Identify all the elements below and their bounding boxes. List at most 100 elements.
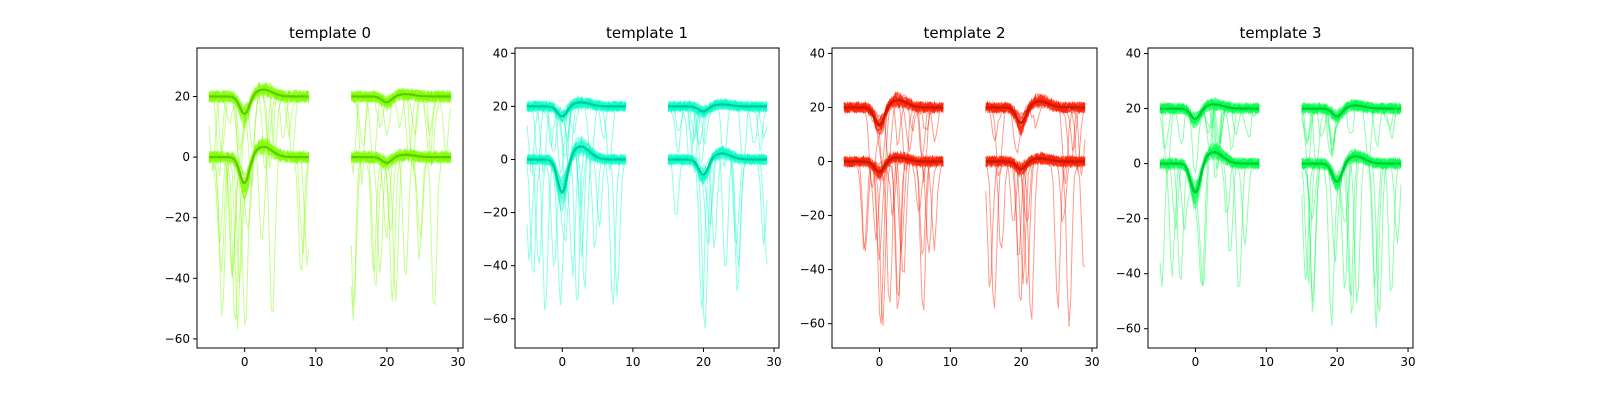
- mean-template-line: [1160, 103, 1260, 121]
- mean-template-line: [351, 153, 451, 165]
- spike-trace: [667, 150, 768, 309]
- spike-trace: [1301, 98, 1402, 153]
- spike-trace: [1159, 145, 1260, 287]
- mean-template-line: [1301, 155, 1401, 184]
- spike-trace: [1301, 99, 1402, 134]
- x-tick-label: 0: [1192, 355, 1200, 369]
- panel-template-2: template 2 0 10 20 30 −60 −40 −20 0 20 40: [800, 24, 1100, 369]
- spike-trace: [1159, 143, 1260, 205]
- y-tick-label: −40: [1116, 267, 1141, 281]
- spike-trace: [1159, 99, 1260, 175]
- spike-trace: [1159, 151, 1260, 186]
- spike-trace: [843, 96, 944, 132]
- spike-trace: [668, 98, 768, 132]
- spike-trace: [667, 99, 768, 118]
- spike-trace: [1301, 100, 1402, 125]
- spike-trace: [1301, 150, 1402, 222]
- spike-trace: [526, 97, 627, 125]
- spike-trace: [208, 140, 310, 321]
- mean-template-line: [985, 157, 1085, 171]
- spike-trace: [526, 98, 627, 170]
- y-tick-label: 0: [500, 153, 508, 167]
- spike-trace: [208, 83, 310, 171]
- y-tick-label: −60: [1116, 322, 1141, 336]
- spike-trace: [843, 152, 944, 213]
- spike-trace: [985, 94, 1086, 176]
- y-tick-label: 20: [810, 100, 825, 114]
- y-tick-label: −60: [800, 317, 825, 331]
- spike-trace: [1159, 148, 1260, 191]
- spike-trace: [1301, 101, 1402, 138]
- spike-trace: [351, 149, 452, 166]
- spike-trace: [350, 149, 452, 302]
- spike-trace: [526, 145, 627, 311]
- spike-trace: [1301, 99, 1402, 120]
- spike-trace: [1159, 99, 1260, 120]
- y-tick-label: 40: [493, 46, 508, 60]
- spike-trace: [985, 152, 1086, 176]
- spike-trace: [843, 98, 944, 125]
- spike-trace: [208, 137, 310, 316]
- mean-template-line: [527, 145, 626, 194]
- spike-trace: [1159, 99, 1260, 144]
- spike-trace: [668, 150, 768, 329]
- spike-trace: [985, 153, 1086, 173]
- y-tick-label: −40: [165, 271, 190, 285]
- y-tick-label: −20: [1116, 212, 1141, 226]
- x-tick-label: 30: [1400, 355, 1415, 369]
- spike-trace: [843, 150, 944, 179]
- spike-trace: [667, 148, 768, 183]
- spike-trace: [667, 148, 768, 182]
- spike-trace: [1301, 99, 1402, 121]
- spike-trace: [667, 99, 768, 116]
- spike-trace: [1301, 153, 1402, 296]
- spike-trace: [526, 96, 627, 164]
- spike-trace: [1301, 99, 1402, 123]
- spike-trace: [526, 143, 627, 191]
- spike-trace: [526, 99, 627, 116]
- spike-trace: [667, 149, 768, 175]
- spike-trace: [985, 153, 1086, 309]
- x-tick-label: 10: [1259, 355, 1274, 369]
- spike-trace: [667, 151, 768, 267]
- spike-trace: [208, 143, 310, 184]
- spike-trace: [350, 87, 452, 167]
- x-tick-label: 0: [241, 355, 249, 369]
- y-tick-label: 0: [182, 150, 190, 164]
- spike-trace: [1301, 100, 1402, 170]
- spike-trace: [985, 153, 1086, 301]
- spike-trace: [526, 147, 627, 297]
- spike-trace: [985, 95, 1086, 177]
- mean-template-line: [844, 156, 944, 173]
- panel-template-0: template 0 0 10 20 30 −60 −40 −20 0 20: [165, 24, 466, 369]
- y-tick-label: −20: [483, 206, 508, 220]
- spike-trace: [350, 149, 452, 164]
- spike-trace: [526, 99, 627, 120]
- spike-trace: [526, 97, 626, 121]
- spike-trace: [350, 149, 452, 167]
- spike-trace: [985, 152, 1086, 222]
- mean-template-line: [209, 145, 309, 185]
- spike-trace: [350, 149, 452, 167]
- spike-trace: [350, 147, 452, 306]
- y-tick-label: 20: [1126, 102, 1141, 116]
- spike-trace: [351, 88, 452, 166]
- y-tick-label: 40: [1126, 47, 1141, 61]
- x-tick-label: 10: [943, 355, 958, 369]
- y-tick-label: 0: [817, 155, 825, 169]
- y-tick-label: −60: [483, 312, 508, 326]
- x-tick-label: 20: [1330, 355, 1345, 369]
- spike-trace: [208, 142, 309, 273]
- spike-trace: [208, 146, 310, 183]
- spike-trace: [1159, 146, 1260, 195]
- spike-trace: [208, 83, 310, 123]
- spike-trace: [208, 140, 310, 200]
- spike-trace: [667, 151, 768, 174]
- spike-trace: [985, 153, 1086, 174]
- spike-trace: [1301, 101, 1402, 148]
- spike-trace: [985, 98, 1086, 185]
- spike-trace: [668, 146, 768, 184]
- panel-template-1: template 1 0 10 20 30 −60 −40 −20 0 20 40: [483, 24, 782, 369]
- spike-trace: [350, 89, 452, 186]
- x-tick-label: 0: [558, 355, 566, 369]
